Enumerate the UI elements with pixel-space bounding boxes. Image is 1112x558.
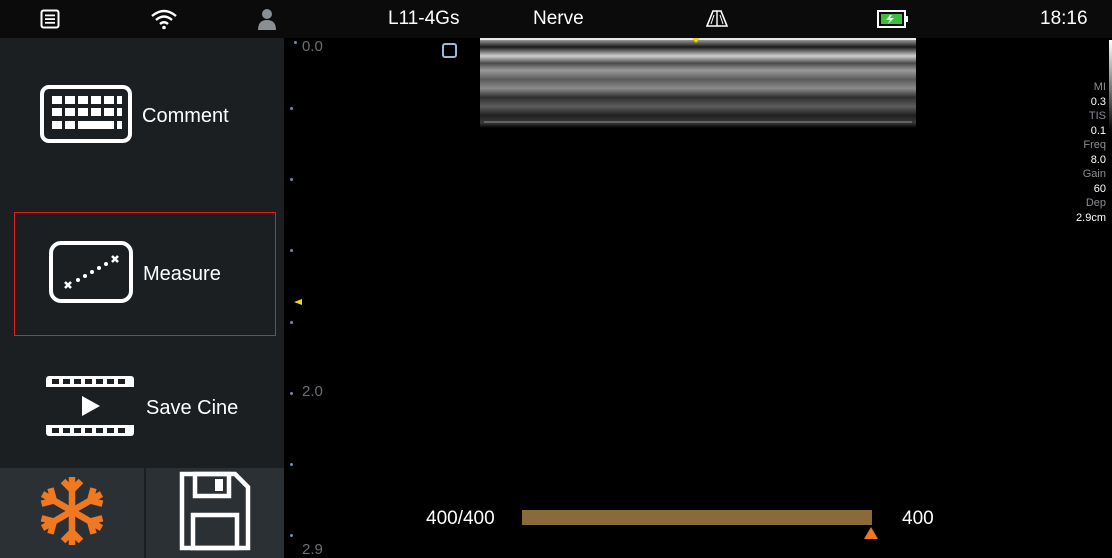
depth-tick <box>290 392 293 395</box>
measure-button[interactable]: Measure <box>14 212 276 336</box>
comment-label: Comment <box>142 104 229 127</box>
depth-tick <box>290 321 293 324</box>
depth-label-bottom: 2.9 <box>302 541 323 558</box>
ultrasound-image <box>480 38 916 128</box>
orientation-marker <box>442 43 457 58</box>
freeze-button[interactable] <box>0 468 144 558</box>
status-bar: L11-4Gs Nerve 18:16 <box>0 0 1112 38</box>
battery-icon <box>877 0 909 38</box>
depth-tick <box>290 249 293 252</box>
list-icon[interactable] <box>40 0 60 38</box>
user-icon <box>257 0 277 38</box>
cine-playhead[interactable] <box>864 527 878 539</box>
measure-label: Measure <box>143 262 221 285</box>
measure-icon <box>49 240 133 308</box>
toolbar-divider <box>144 468 146 558</box>
floppy-disk-icon <box>179 471 251 556</box>
gain-label: Gain <box>1082 168 1106 180</box>
depth-tick <box>290 463 293 466</box>
dep-label: Dep <box>1085 197 1106 209</box>
preset-name[interactable]: Nerve <box>533 8 584 29</box>
frame-counter: 400/400 <box>426 508 495 529</box>
depth-tick <box>290 107 293 110</box>
bottom-toolbar <box>0 468 284 558</box>
freq-label: Freq <box>1083 139 1106 151</box>
freq-value: 8.0 <box>1090 153 1106 166</box>
save-cine-label: Save Cine <box>146 396 239 419</box>
gray-scale-bar <box>1109 40 1112 132</box>
depth-tick <box>290 178 293 181</box>
cine-progress-fill <box>522 510 872 525</box>
depth-tick <box>294 41 297 44</box>
save-cine-button[interactable]: Save Cine <box>14 346 276 470</box>
depth-label-mid: 2.0 <box>302 383 323 400</box>
probe-name[interactable]: L11-4Gs <box>388 8 460 29</box>
depth-tick <box>290 534 293 537</box>
film-icon <box>44 374 136 443</box>
probe-icon <box>705 0 729 38</box>
cine-progress-track[interactable] <box>522 510 872 525</box>
time: 18:16 <box>1040 8 1088 29</box>
keyboard-icon <box>40 84 132 148</box>
focus-marker[interactable] <box>294 299 302 305</box>
mi-label: MI <box>1093 81 1106 93</box>
dep-value: 2.9cm <box>1076 211 1106 224</box>
imaging-parameters: MI 0.3 TIS 0.1 Freq 8.0 Gain 60 Dep 2.9c… <box>1076 80 1106 225</box>
wifi-icon <box>150 0 178 38</box>
depth-label-top: 0.0 <box>302 38 323 55</box>
tis-value: 0.1 <box>1090 124 1106 137</box>
gain-value: 60 <box>1093 182 1106 195</box>
snowflake-icon <box>32 471 112 556</box>
ultrasound-image-area[interactable]: 0.0 2.0 2.9 <box>284 38 1112 558</box>
frame-value: 400 <box>902 508 934 529</box>
comment-button[interactable]: Comment <box>14 54 276 178</box>
tis-label: TIS <box>1088 110 1106 122</box>
save-button[interactable] <box>146 468 284 558</box>
mi-value: 0.3 <box>1090 95 1106 108</box>
